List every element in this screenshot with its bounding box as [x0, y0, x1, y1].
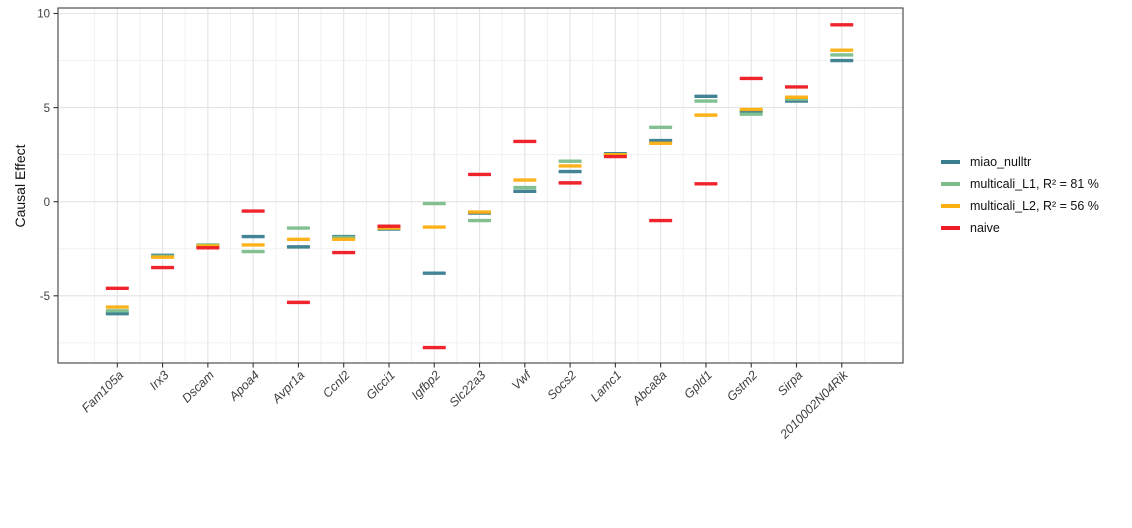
marker-naive-Dscam	[196, 246, 220, 250]
marker-multicali_L1-Abca8a	[649, 125, 673, 130]
x-tick-label: Apoa4	[226, 368, 262, 404]
marker-naive-Avpr1a	[286, 300, 310, 305]
marker-naive-Socs2	[558, 181, 582, 185]
x-tick-label: Irx3	[147, 368, 172, 393]
legend-item-multicali_L1: multicali_L1, R² = 81 %	[941, 173, 1099, 195]
marker-multicali_L2-Socs2	[558, 164, 582, 168]
y-tick-label: 0	[44, 197, 50, 209]
marker-miao_nulltr-Avpr1a	[286, 245, 310, 249]
panel-background	[58, 8, 903, 363]
x-tick-label: Gstm2	[724, 368, 760, 404]
marker-naive-Lamc1	[603, 154, 627, 159]
x-tick-label: Fam105a	[79, 368, 126, 415]
marker-multicali_L2-Gpld1	[694, 113, 718, 117]
y-tick-label: 10	[37, 9, 50, 21]
marker-multicali_L1-Avpr1a	[286, 226, 310, 230]
marker-multicali_L1-Socs2	[558, 159, 582, 163]
marker-naive-Gstm2	[739, 76, 763, 81]
marker-multicali_L1-Igfbp2	[422, 201, 446, 206]
marker-multicali_L2-Irx3	[151, 255, 175, 259]
marker-multicali_L1-Slc22a3	[468, 218, 492, 223]
marker-multicali_L1-Gstm2	[739, 112, 763, 116]
y-axis-title: Causal Effect	[12, 144, 28, 228]
marker-naive-Apoa4	[241, 209, 265, 213]
panel-border	[57, 7, 904, 364]
y-tick-label: 5	[44, 103, 50, 115]
marker-naive-Vwf	[513, 139, 537, 144]
legend-key-icon	[941, 182, 960, 186]
marker-miao_nulltr-Vwf	[513, 189, 537, 194]
marker-multicali_L1-Fam105a	[105, 309, 129, 313]
marker-multicali_L1-2010002N04Rik	[830, 53, 854, 57]
marker-multicali_L2-2010002N04Rik	[830, 48, 854, 52]
marker-multicali_L2-Apoa4	[241, 243, 265, 247]
marker-multicali_L2-Gstm2	[739, 107, 763, 112]
x-tick-label: Vwf	[509, 367, 535, 393]
x-tick-label: Avpr1a	[269, 368, 307, 406]
marker-multicali_L1-Vwf	[513, 185, 537, 190]
marker-naive-Glcci1	[377, 224, 401, 228]
marker-naive-Sirpa	[785, 85, 808, 89]
marker-miao_nulltr-Abca8a	[649, 138, 673, 143]
marker-multicali_L2-Vwf	[513, 178, 537, 182]
y-tick-label: -5	[40, 291, 50, 303]
x-tick-label: Lamc1	[588, 368, 624, 404]
marker-miao_nulltr-Igfbp2	[422, 271, 446, 275]
marker-miao_nulltr-2010002N04Rik	[830, 58, 854, 63]
marker-naive-Abca8a	[649, 218, 673, 223]
marker-naive-2010002N04Rik	[830, 23, 854, 27]
x-tick-label: Sirpa	[775, 368, 806, 399]
legend-key-icon	[941, 204, 960, 208]
marker-multicali_L2-Slc22a3	[468, 210, 492, 214]
marker-naive-Slc22a3	[468, 172, 492, 177]
legend-label: miao_nulltr	[970, 155, 1032, 169]
x-tick-label: Abca8a	[629, 368, 670, 409]
legend-label: multicali_L1, R² = 81 %	[970, 177, 1099, 191]
marker-multicali_L2-Ccnl2	[332, 237, 356, 242]
legend-label: naive	[970, 221, 1000, 235]
legend-item-miao_nulltr: miao_nulltr	[941, 151, 1099, 173]
marker-miao_nulltr-Socs2	[558, 169, 582, 174]
marker-naive-Igfbp2	[422, 345, 446, 350]
legend-key-icon	[941, 226, 960, 230]
marker-miao_nulltr-Apoa4	[241, 234, 265, 239]
x-tick-label: Socs2	[545, 368, 579, 402]
marker-multicali_L2-Abca8a	[649, 141, 673, 146]
marker-multicali_L2-Sirpa	[785, 95, 808, 99]
x-tick-label: Ccnl2	[320, 368, 353, 401]
legend: miao_nulltr multicali_L1, R² = 81 % multic…	[941, 151, 1099, 239]
marker-multicali_L2-Avpr1a	[286, 237, 310, 242]
legend-key-icon	[941, 160, 960, 164]
marker-multicali_L1-Gpld1	[694, 99, 718, 103]
marker-multicali_L2-Fam105a	[105, 305, 129, 309]
marker-multicali_L1-Apoa4	[241, 249, 265, 254]
x-tick-label: Glcci1	[363, 368, 397, 402]
marker-naive-Fam105a	[105, 286, 129, 290]
marker-naive-Ccnl2	[332, 250, 356, 255]
x-tick-label: Igfbp2	[409, 368, 444, 403]
legend-item-naive: naive	[941, 217, 1099, 239]
x-tick-label: Dscam	[179, 368, 216, 405]
marker-naive-Irx3	[151, 265, 175, 270]
legend-label: multicali_L2, R² = 56 %	[970, 199, 1099, 213]
x-tick-label: Slc22a3	[447, 368, 489, 410]
marker-miao_nulltr-Fam105a	[105, 311, 129, 316]
legend-item-multicali_L2: multicali_L2, R² = 56 %	[941, 195, 1099, 217]
x-tick-label: Gpld1	[681, 368, 714, 401]
marker-naive-Gpld1	[694, 182, 718, 186]
marker-miao_nulltr-Gpld1	[694, 94, 718, 99]
marker-multicali_L2-Igfbp2	[422, 225, 446, 229]
